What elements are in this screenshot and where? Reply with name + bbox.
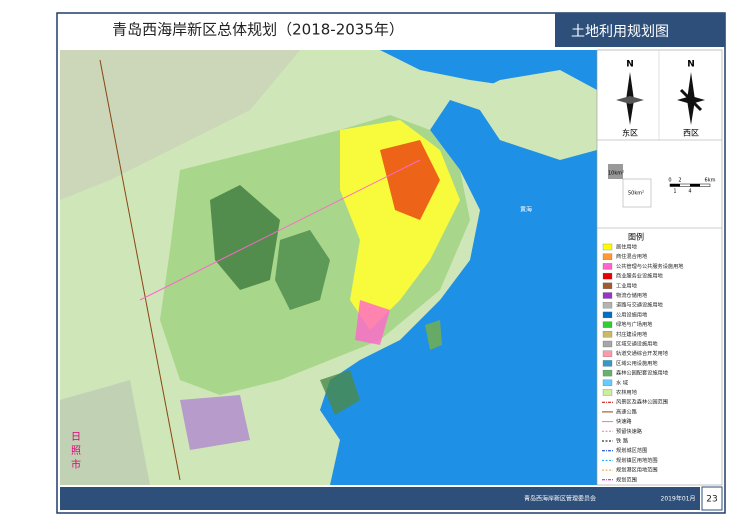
legend-title: 图例 xyxy=(628,232,644,242)
footer-date: 2019年01月 xyxy=(661,495,696,503)
north-label: N xyxy=(687,60,695,70)
footer-org: 青岛西海岸新区管理委员会 xyxy=(524,495,596,503)
legend: 居住用地商住混合用地公共管理与公共服务设施用地商业服务业设施用地工业用地物流仓储… xyxy=(602,243,683,483)
legend-label: 村庄建设用地 xyxy=(616,330,647,338)
city-label: 日照市 xyxy=(71,432,81,471)
title: 青岛西海岸新区总体规划（2018-2035年） xyxy=(112,21,404,39)
area-large: 50km² xyxy=(628,191,644,197)
legend-swatch xyxy=(602,272,613,280)
footer-bar xyxy=(60,487,700,510)
city-char: 市 xyxy=(71,458,81,471)
legend-label: 规划城区范围 xyxy=(616,446,647,454)
legend-label: 轨道交通综合开发用地 xyxy=(616,349,668,357)
legend-label: 快速路 xyxy=(616,417,632,425)
scale-label: 2 xyxy=(678,178,681,184)
legend-swatch xyxy=(602,340,613,348)
scale-label: 6km xyxy=(705,178,716,184)
legend-swatch xyxy=(602,321,613,328)
mountain xyxy=(320,370,360,415)
legend-label: 公共管理与公共服务设施用地 xyxy=(616,262,683,270)
legend-label: 铁 路 xyxy=(616,437,629,445)
legend-swatch xyxy=(602,389,613,396)
legend-label: 区域公用设施用地 xyxy=(616,359,658,367)
outer-land xyxy=(60,380,150,485)
legend-label: 公用设施用地 xyxy=(616,310,647,318)
legend-label: 绿地与广场用地 xyxy=(616,320,652,328)
expressway xyxy=(139,159,421,301)
map-name: 土地利用规划图 xyxy=(571,24,669,40)
area-small: 10km² xyxy=(608,171,624,177)
legend-swatch xyxy=(602,331,613,338)
legend-swatch xyxy=(602,253,613,260)
sea-label: 黄海 xyxy=(520,206,532,214)
legend-label: 农林用地 xyxy=(616,388,637,396)
area-swatch xyxy=(608,164,623,179)
north-label: N xyxy=(626,60,634,70)
highway xyxy=(99,59,181,481)
legend-swatch xyxy=(602,292,613,299)
port xyxy=(180,395,250,450)
scale-bar: 0 2 6km 1 4 xyxy=(668,178,715,195)
scale-label: 1 xyxy=(673,189,676,195)
mountain xyxy=(275,230,330,310)
island xyxy=(425,320,442,350)
legend-label: 规划镇区用地范围 xyxy=(616,456,658,464)
legend-swatch xyxy=(602,379,613,386)
sea xyxy=(320,50,597,485)
legend-label: 风景区及森林公园范围 xyxy=(616,398,668,406)
urban-public xyxy=(355,300,390,345)
legend-label: 商住混合用地 xyxy=(616,252,647,260)
city-char: 日 xyxy=(71,432,81,443)
legend-label: 水 域 xyxy=(616,378,628,386)
compass-west-label: 西区 xyxy=(683,129,699,138)
legend-label: 预留快速路 xyxy=(616,427,643,435)
legend-swatch xyxy=(602,311,613,319)
side-panel xyxy=(596,49,723,486)
legend-swatch xyxy=(602,302,613,309)
scale-label: 0 xyxy=(668,178,671,184)
compass-west xyxy=(677,72,705,125)
legend-label: 物流仓储用地 xyxy=(616,291,647,299)
legend-swatch xyxy=(602,360,613,367)
mountain xyxy=(210,185,280,290)
legend-label: 工业用地 xyxy=(616,281,637,289)
page-box xyxy=(701,486,723,511)
city-char: 照 xyxy=(71,445,81,457)
legend-label: 规划港区用地范围 xyxy=(616,466,658,474)
legend-label: 商业服务业设施用地 xyxy=(616,272,663,280)
scale-label: 4 xyxy=(688,189,691,195)
map: 黄海 日照市 xyxy=(60,50,597,485)
legend-label: 道路与交通设施用地 xyxy=(616,301,663,309)
urban-commercial xyxy=(380,140,440,220)
legend-label: 居住用地 xyxy=(616,243,637,251)
compass-east-label: 东区 xyxy=(622,128,638,138)
legend-label: 区域交通设施用地 xyxy=(616,340,658,348)
legend-label: 规划范围 xyxy=(616,475,637,483)
compass-east xyxy=(616,72,644,125)
legend-swatch xyxy=(602,350,613,357)
legend-label: 高速公路 xyxy=(616,407,638,415)
header-box xyxy=(555,13,725,47)
coast-land xyxy=(460,70,597,160)
area-swatch xyxy=(622,178,652,208)
legend-label: 森林公园配套设施用地 xyxy=(616,369,668,377)
legend-swatch xyxy=(602,243,613,251)
legend-swatch xyxy=(602,282,613,289)
legend-swatch xyxy=(602,263,613,270)
page-number: 23 xyxy=(706,495,717,505)
legend-swatch xyxy=(602,369,613,377)
